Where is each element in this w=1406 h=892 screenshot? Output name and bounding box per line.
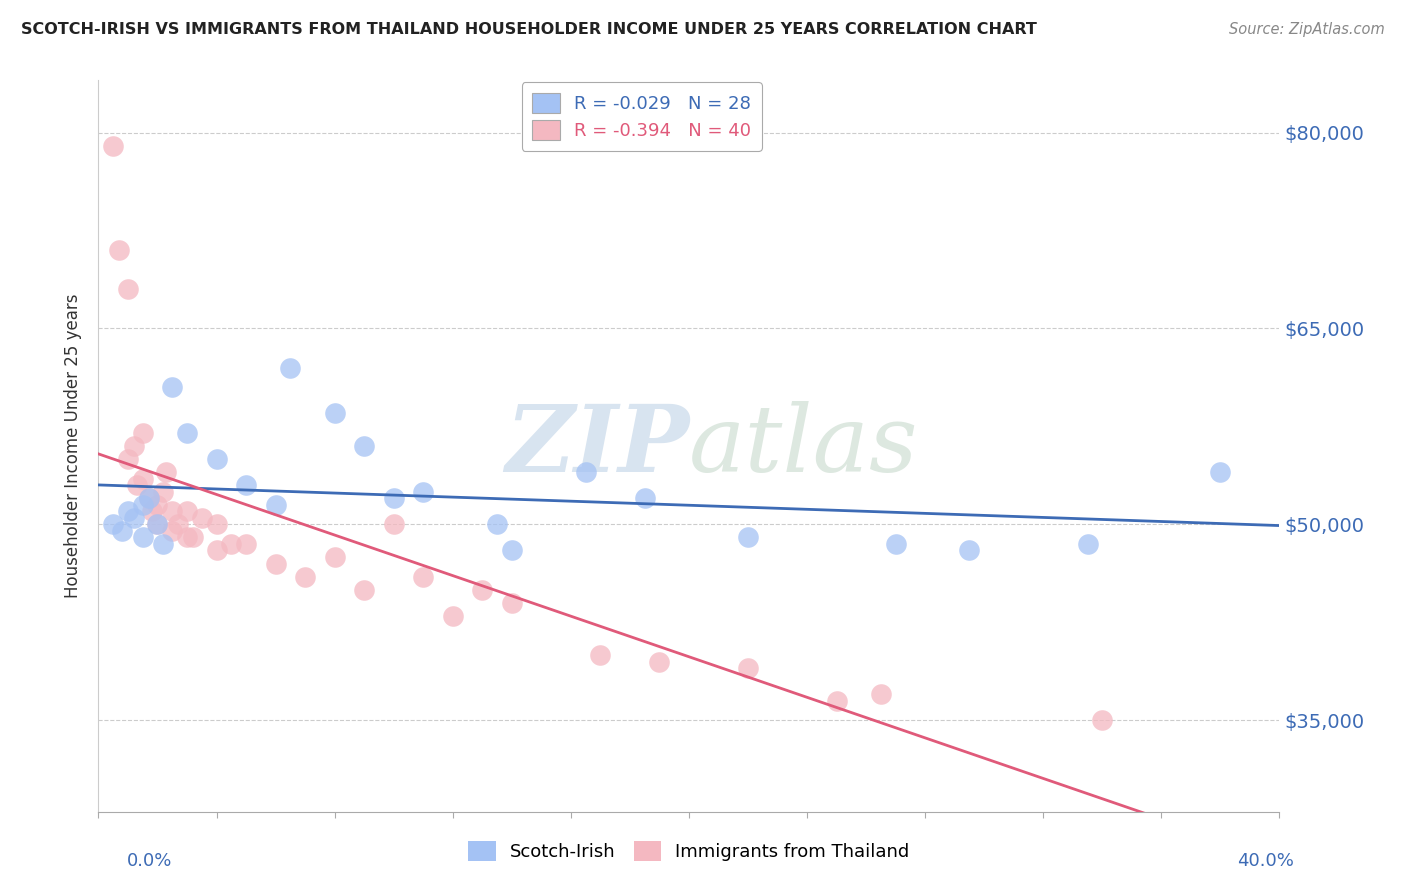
Point	[162, 380, 183, 394]
Point	[191, 511, 214, 525]
Point	[825, 694, 848, 708]
Point	[221, 537, 243, 551]
Point	[1209, 465, 1232, 479]
Point	[103, 517, 125, 532]
Point	[412, 484, 434, 499]
Point	[501, 596, 523, 610]
Point	[146, 517, 169, 532]
Point	[648, 655, 671, 669]
Point	[235, 537, 257, 551]
Text: ZIP: ZIP	[505, 401, 689, 491]
Point	[108, 243, 131, 257]
Point	[323, 406, 346, 420]
Point	[152, 484, 174, 499]
Point	[132, 425, 155, 440]
Point	[117, 282, 139, 296]
Point	[155, 465, 177, 479]
Point	[382, 491, 405, 506]
Point	[382, 517, 405, 532]
Legend: Scotch-Irish, Immigrants from Thailand: Scotch-Irish, Immigrants from Thailand	[461, 834, 917, 869]
Point	[353, 582, 375, 597]
Point	[176, 530, 198, 544]
Point	[132, 530, 155, 544]
Point	[280, 360, 302, 375]
Point	[122, 439, 145, 453]
Point	[176, 504, 198, 518]
Point	[634, 491, 657, 506]
Point	[959, 543, 981, 558]
Point	[737, 661, 759, 675]
Point	[486, 517, 509, 532]
Point	[441, 608, 464, 623]
Point	[117, 452, 139, 467]
Point	[235, 478, 257, 492]
Text: SCOTCH-IRISH VS IMMIGRANTS FROM THAILAND HOUSEHOLDER INCOME UNDER 25 YEARS CORRE: SCOTCH-IRISH VS IMMIGRANTS FROM THAILAND…	[21, 22, 1038, 37]
Point	[1091, 714, 1114, 728]
Point	[132, 472, 155, 486]
Point	[117, 504, 139, 518]
Point	[162, 504, 183, 518]
Point	[501, 543, 523, 558]
Point	[141, 504, 163, 518]
Text: atlas: atlas	[689, 401, 918, 491]
Point	[870, 687, 893, 701]
Y-axis label: Householder Income Under 25 years: Householder Income Under 25 years	[65, 293, 83, 599]
Point	[471, 582, 494, 597]
Point	[122, 511, 145, 525]
Point	[176, 425, 198, 440]
Point	[152, 537, 174, 551]
Point	[103, 138, 125, 153]
Point	[146, 498, 169, 512]
Text: 0.0%: 0.0%	[127, 852, 172, 870]
Point	[1077, 537, 1099, 551]
Text: Source: ZipAtlas.com: Source: ZipAtlas.com	[1229, 22, 1385, 37]
Point	[138, 491, 160, 506]
Text: 40.0%: 40.0%	[1237, 852, 1294, 870]
Point	[132, 498, 155, 512]
Point	[264, 498, 287, 512]
Point	[167, 517, 190, 532]
Point	[589, 648, 612, 662]
Point	[264, 557, 287, 571]
Point	[125, 478, 148, 492]
Point	[323, 549, 346, 564]
Point	[575, 465, 598, 479]
Point	[205, 452, 228, 467]
Point	[205, 543, 228, 558]
Point	[111, 524, 134, 538]
Point	[146, 517, 169, 532]
Point	[138, 491, 160, 506]
Point	[412, 569, 434, 583]
Point	[737, 530, 759, 544]
Point	[294, 569, 316, 583]
Point	[884, 537, 907, 551]
Point	[205, 517, 228, 532]
Point	[353, 439, 375, 453]
Point	[162, 524, 183, 538]
Point	[181, 530, 204, 544]
